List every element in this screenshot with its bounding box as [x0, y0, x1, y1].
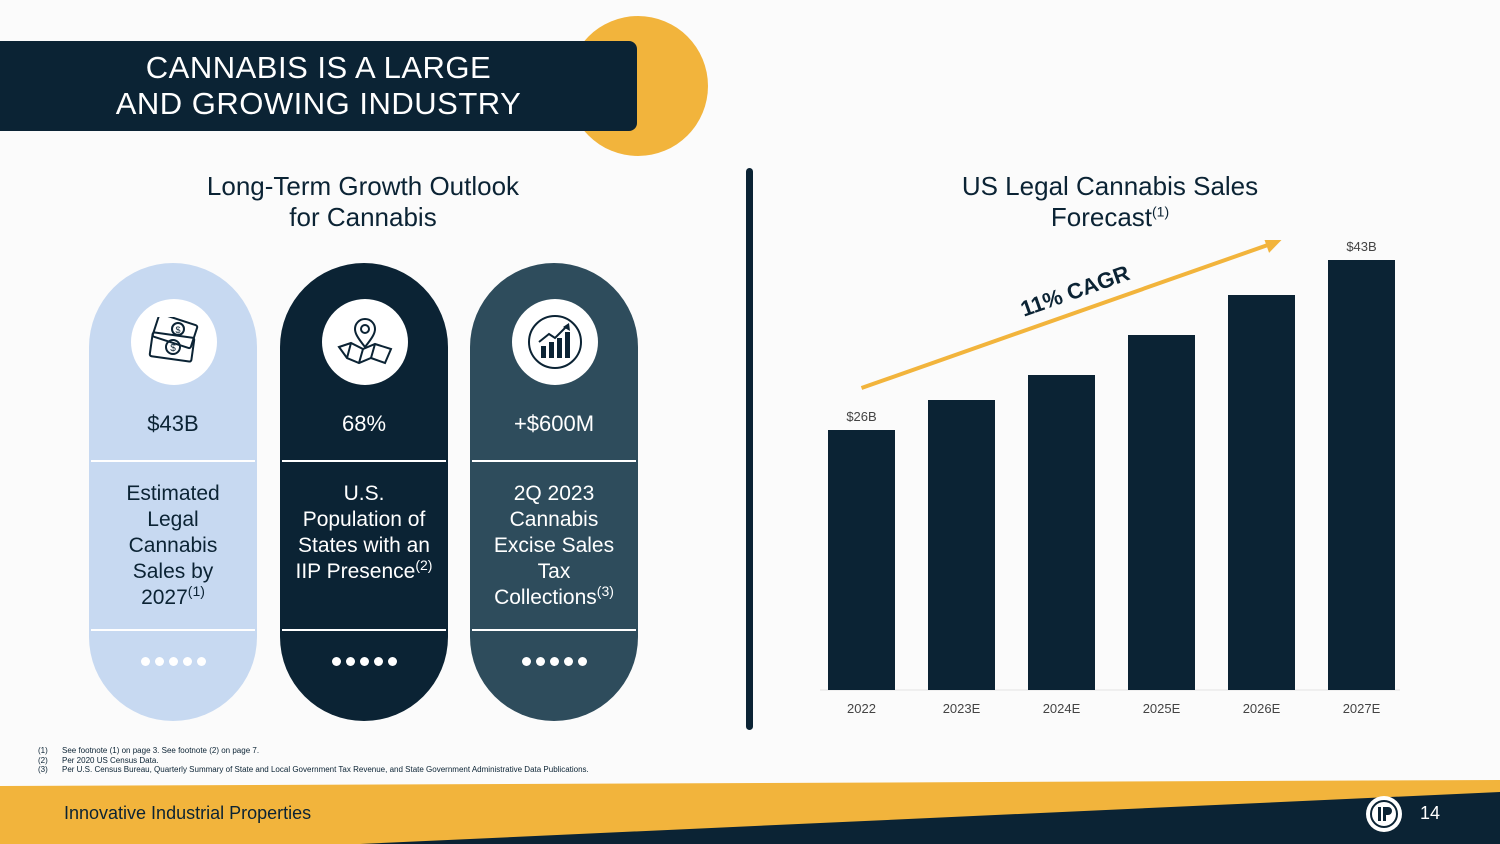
icon-badge — [322, 299, 408, 385]
desc-line: Excise Sales — [493, 534, 615, 557]
title-banner: CANNABIS IS A LARGE AND GROWING INDUSTRY — [0, 41, 637, 131]
desc-line-last: 2027(1) — [95, 583, 251, 611]
icon-badge — [512, 299, 598, 385]
desc-line: Sales by — [132, 560, 214, 583]
stat-description: 2Q 2023 Cannabis Excise Sales Tax Collec… — [476, 481, 632, 611]
svg-text:$: $ — [175, 325, 180, 335]
title-line-1: CANNABIS IS A LARGE — [145, 50, 492, 85]
bar-2023E — [928, 400, 995, 690]
right-title-line-1: US Legal Cannabis Sales — [961, 171, 1259, 201]
footnote-number: (1) — [38, 746, 48, 755]
x-tick-label: 2026E — [1243, 701, 1281, 716]
stat-description: U.S. Population of States with an IIP Pr… — [286, 481, 442, 585]
desc-line-last: IIP Presence(2) — [286, 557, 442, 585]
desc-line: Population of — [302, 508, 426, 531]
data-label: $26B — [846, 409, 876, 424]
page-title: CANNABIS IS A LARGE AND GROWING INDUSTRY — [116, 50, 522, 122]
divider-line — [472, 629, 636, 631]
footer-company-name: Innovative Industrial Properties — [64, 803, 312, 823]
stat-card-sales: $ $ $43B Estimated Legal Cannabis Sales … — [89, 263, 257, 721]
right-title-text: Forecast — [1050, 202, 1153, 232]
footnote-item: (3) Per U.S. Census Bureau, Quarterly Sum… — [38, 765, 589, 775]
cagr-arrow-head — [1264, 240, 1282, 253]
vertical-divider — [746, 168, 753, 730]
footnote-text: Per 2020 US Census Data. — [62, 755, 159, 765]
bar-2026E — [1228, 295, 1295, 690]
divider-line — [91, 460, 255, 462]
x-tick-label: 2024E — [1043, 701, 1081, 716]
desc-line: 2Q 2023 — [513, 482, 595, 505]
footnote-text: See footnote (1) on page 3. See footnote… — [62, 746, 260, 755]
left-section-title: Long-Term Growth Outlook for Cannabis — [180, 171, 546, 233]
dots-decoration — [89, 657, 257, 666]
bar-2027E — [1328, 260, 1395, 690]
svg-text:$: $ — [170, 343, 176, 354]
divider-line — [91, 629, 255, 631]
footnote-number: (2) — [38, 755, 48, 765]
desc-line: Cannabis — [509, 508, 599, 531]
left-title-line-2: for Cannabis — [289, 202, 437, 232]
footer-navy-wedge — [360, 792, 1500, 844]
stat-card-tax: +$600M 2Q 2023 Cannabis Excise Sales Tax… — [470, 263, 638, 721]
page-number: 14 — [1420, 803, 1441, 823]
desc-line: Tax — [537, 560, 571, 583]
footnote-number: (3) — [38, 765, 48, 774]
bar-2025E — [1128, 335, 1195, 690]
cagr-arrow-line — [860, 241, 1275, 390]
dots-decoration — [280, 657, 448, 666]
footnotes: (1) See footnote (1) on page 3. See footn… — [38, 746, 589, 775]
footnote-item: (1) See footnote (1) on page 3. See footn… — [38, 746, 589, 756]
divider-line — [282, 629, 446, 631]
growth-chart-icon — [528, 315, 582, 369]
stat-description: Estimated Legal Cannabis Sales by 2027(1… — [95, 481, 251, 611]
footnote-ref: (1) — [1152, 203, 1170, 220]
map-pin-icon — [337, 318, 393, 365]
right-section-title: US Legal Cannabis Sales Forecast(1) — [930, 171, 1290, 233]
footnote-text: Per U.S. Census Bureau, Quarterly Summar… — [62, 765, 589, 774]
desc-line: Estimated — [126, 482, 220, 505]
bar-2022 — [828, 430, 895, 690]
x-tick-label: 2022 — [847, 701, 876, 716]
footnote-ref: (3) — [596, 583, 614, 599]
footer-band — [0, 780, 1500, 844]
stat-card-population: 68% U.S. Population of States with an II… — [280, 263, 448, 721]
desc-line: Legal — [147, 508, 199, 531]
stat-value: $43B — [147, 411, 199, 436]
money-icon: $ $ — [148, 317, 199, 363]
x-tick-label: 2023E — [943, 701, 981, 716]
left-title-line-1: Long-Term Growth Outlook — [206, 171, 520, 201]
footnote-ref: (2) — [415, 557, 433, 573]
desc-line: States with an — [298, 534, 430, 557]
desc-line: U.S. — [343, 482, 385, 505]
bar-2024E — [1028, 375, 1095, 690]
iip-logo-icon — [1370, 800, 1398, 828]
divider-line — [472, 460, 636, 462]
desc-line: Cannabis — [128, 534, 218, 557]
icon-badge: $ $ — [131, 299, 217, 385]
footnote-ref: (1) — [187, 583, 205, 599]
desc-last-text: 2027 — [141, 586, 188, 609]
stat-value: +$600M — [513, 411, 595, 436]
desc-last-text: IIP Presence — [295, 560, 416, 583]
desc-line-last: Collections(3) — [476, 583, 632, 611]
dots-decoration — [470, 657, 638, 666]
company-logo — [1366, 796, 1402, 832]
x-tick-label: 2025E — [1143, 701, 1181, 716]
stat-value: 68% — [341, 411, 387, 436]
data-label: $43B — [1346, 240, 1376, 254]
footnote-item: (2) Per 2020 US Census Data. — [38, 756, 589, 766]
desc-last-text: Collections — [494, 586, 597, 609]
divider-line — [282, 460, 446, 462]
x-tick-label: 2027E — [1343, 701, 1381, 716]
right-title-line-2: Forecast(1) — [930, 202, 1290, 233]
title-line-2: AND GROWING INDUSTRY — [115, 86, 522, 121]
